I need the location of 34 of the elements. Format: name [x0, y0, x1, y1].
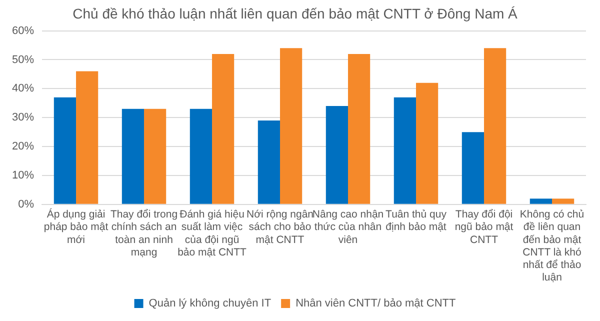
bar	[122, 108, 144, 204]
y-tick-label: 10%	[12, 170, 34, 182]
bar	[394, 97, 416, 204]
x-tick-label: Nâng cao nhận thức của nhân viên	[312, 208, 384, 246]
chart-title: Chủ đề khó thảo luận nhất liên quan đến bảo mật CNTT ở Đông Nam Á	[72, 5, 518, 22]
bar	[54, 97, 76, 204]
bar	[190, 108, 212, 204]
y-tick-label: 40%	[12, 82, 34, 95]
bar	[144, 108, 166, 204]
y-tick-label: 20%	[12, 140, 34, 153]
bar	[212, 54, 234, 204]
x-tick-label: Thay đổi trong chính sách an toàn an ninh mạng	[110, 208, 178, 258]
bar	[416, 82, 438, 204]
legend-label: Nhân viên CNTT/ bảo mật CNTT	[296, 298, 456, 310]
bar	[530, 198, 552, 204]
bar	[280, 48, 302, 204]
bar	[258, 120, 280, 204]
x-tick-label: Thay đổi đội ngũ bảo mật CNTT	[454, 208, 514, 246]
x-tick-label: Áp dụng giải pháp bảo mật mới	[44, 208, 108, 246]
bar	[484, 48, 506, 204]
bar	[462, 132, 484, 204]
x-tick-label: Nới rộng ngân sách cho bảo mật CNTT	[246, 208, 314, 246]
y-tick-label: 0%	[18, 198, 34, 210]
bar	[348, 54, 370, 204]
bar	[76, 71, 98, 204]
y-tick-label: 30%	[12, 112, 34, 124]
x-tick-label: Không có chủ đề liên quan đến bảo mật CNTT là khó nhất để thảo luận	[520, 208, 584, 284]
y-tick-label: 60%	[12, 24, 34, 37]
bar	[326, 106, 348, 204]
x-tick-label: Tuân thủ quy định bảo mật	[386, 208, 448, 234]
bar	[552, 198, 574, 204]
x-tick-label: Đánh giá hiệu suất làm việc của đội ngũ bảo mật CNTT	[178, 208, 248, 258]
legend-label: Quản lý không chuyên IT	[148, 298, 272, 310]
y-tick-label: 50%	[12, 54, 34, 66]
